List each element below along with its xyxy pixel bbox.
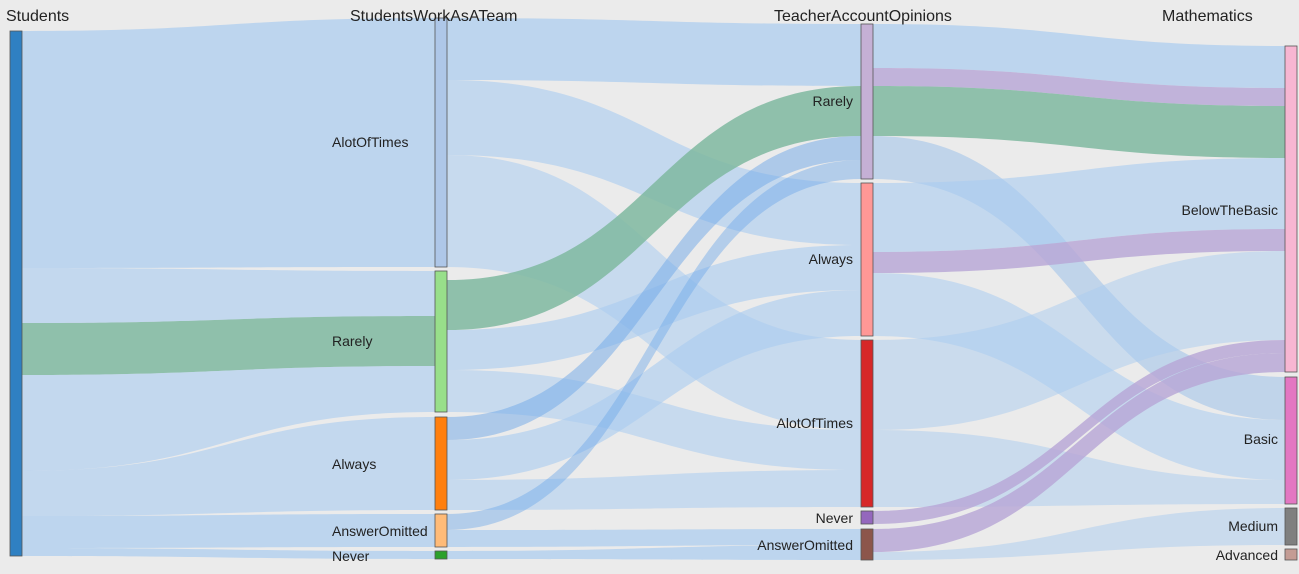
node-bar-teach-alot xyxy=(860,339,874,508)
sankey-link xyxy=(873,340,1285,524)
node-label-work-always: Always xyxy=(332,456,377,472)
column-header-mathematics: Mathematics xyxy=(1162,8,1253,25)
node-bar-math-below xyxy=(1284,45,1298,373)
node-bar-work-always xyxy=(434,416,448,511)
node-bar-students xyxy=(9,30,23,557)
sankey-link xyxy=(22,514,435,548)
sankey-link xyxy=(22,548,435,559)
node-label-work-answer-omitted: AnswerOmitted xyxy=(332,523,428,539)
sankey-link xyxy=(873,353,1285,552)
sankey-link xyxy=(447,290,861,480)
sankey-link xyxy=(447,160,861,530)
sankey-nodes xyxy=(9,17,1298,561)
column-header-teacher-account-opinions: TeacherAccountOpinions xyxy=(774,8,952,25)
sankey-links xyxy=(22,18,1285,560)
node-label-teacher-alot-of-times: AlotOfTimes xyxy=(776,415,854,431)
node-label-teacher-never: Never xyxy=(815,510,853,526)
sankey-link xyxy=(873,86,1285,158)
node-bar-work-omitted xyxy=(434,513,448,548)
sankey-link xyxy=(873,229,1285,273)
node-label-teacher-rarely: Rarely xyxy=(812,93,853,109)
node-label-work-never: Never xyxy=(332,548,370,564)
sankey-link xyxy=(447,18,861,86)
sankey-link xyxy=(873,24,1285,88)
sankey-link xyxy=(447,80,861,245)
node-bar-math-advanced xyxy=(1284,548,1298,561)
sankey-link xyxy=(447,545,861,560)
sankey-link xyxy=(873,136,1285,420)
node-label-work-alot-of-times: AlotOfTimes xyxy=(332,134,409,150)
sankey-link xyxy=(22,366,435,471)
sankey-link xyxy=(22,417,435,516)
sankey-link xyxy=(22,268,435,323)
sankey-link xyxy=(22,18,435,268)
sankey-link xyxy=(447,529,861,547)
node-label-math-basic: Basic xyxy=(1243,431,1278,447)
node-bar-work-rarely xyxy=(434,270,448,413)
node-bar-teach-omitted xyxy=(860,528,874,561)
node-bar-teach-always xyxy=(860,182,874,337)
sankey-link xyxy=(873,68,1285,106)
sankey-link xyxy=(873,430,1285,507)
node-label-teacher-always: Always xyxy=(808,251,853,267)
node-label-math-below-the-basic: BelowTheBasic xyxy=(1181,202,1279,218)
sankey-link xyxy=(22,316,435,375)
sankey-link xyxy=(447,136,861,440)
node-label-work-rarely: Rarely xyxy=(332,333,373,349)
node-label-teacher-answer-omitted: AnswerOmitted xyxy=(757,537,853,553)
sankey-link xyxy=(873,508,1285,560)
node-bar-math-basic xyxy=(1284,376,1298,505)
sankey-link xyxy=(873,158,1285,252)
node-bar-teach-never xyxy=(860,510,874,525)
sankey-link xyxy=(873,251,1285,430)
column-header-students-work-as-a-team: StudentsWorkAsATeam xyxy=(350,8,518,25)
node-label-math-medium: Medium xyxy=(1228,518,1278,534)
node-label-math-advanced: Advanced xyxy=(1215,547,1278,563)
sankey-link xyxy=(447,86,861,330)
node-bar-teach-rarely xyxy=(860,23,874,180)
sankey-link xyxy=(447,245,861,370)
node-bar-work-never xyxy=(434,550,448,560)
node-bar-math-medium xyxy=(1284,507,1298,546)
column-header-students: Students xyxy=(6,8,70,25)
sankey-link xyxy=(447,470,861,510)
node-bar-work-alot xyxy=(434,17,448,268)
